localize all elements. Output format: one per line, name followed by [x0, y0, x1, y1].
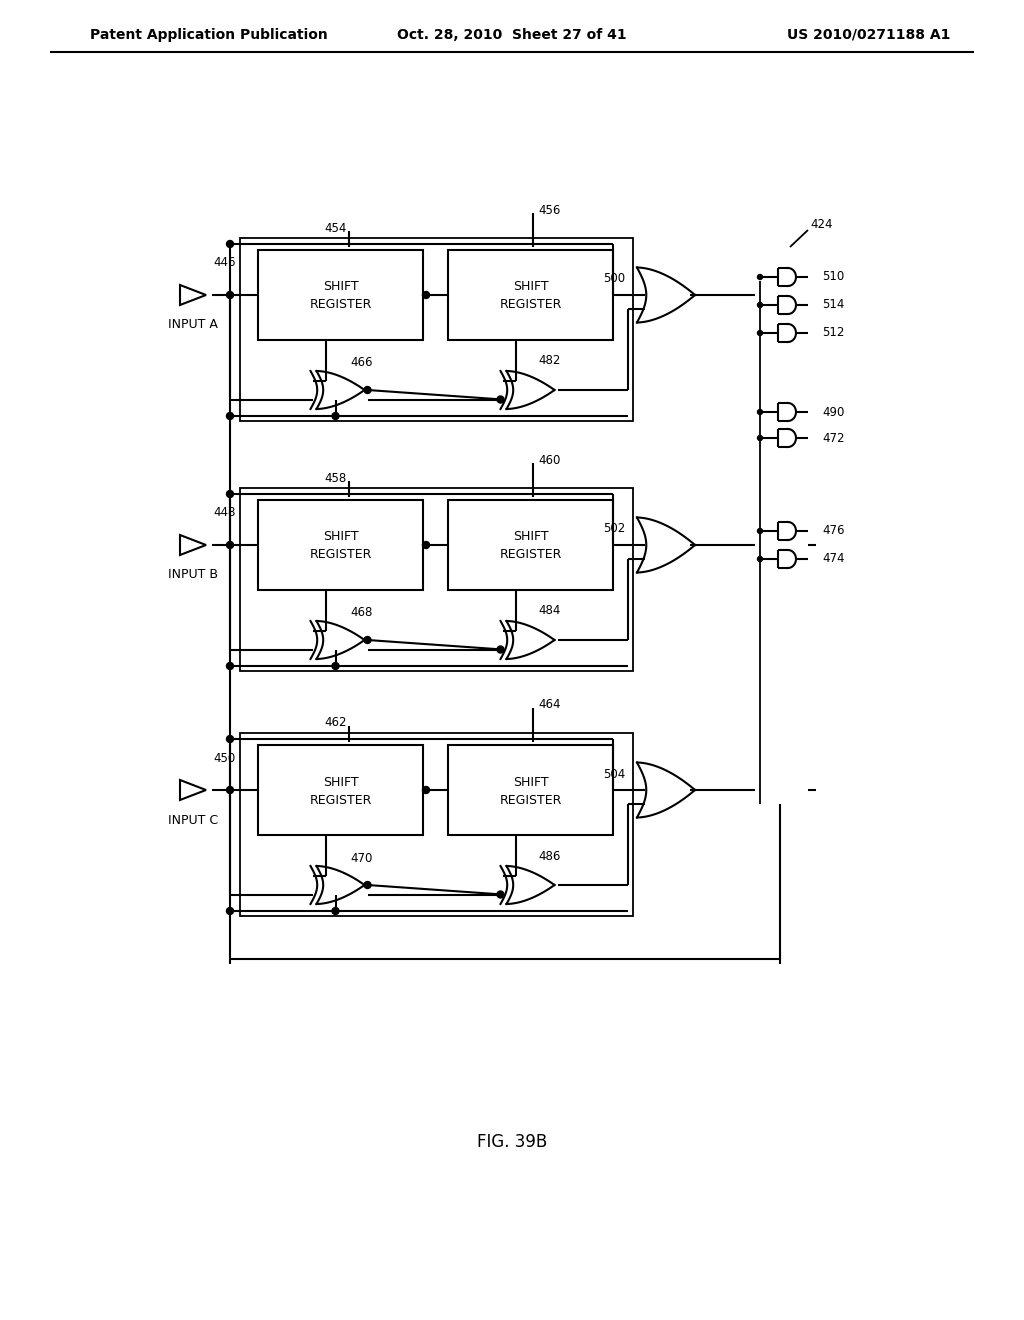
Circle shape	[226, 541, 233, 549]
Text: INPUT B: INPUT B	[168, 569, 218, 582]
Text: 490: 490	[822, 405, 845, 418]
Circle shape	[332, 412, 339, 420]
Circle shape	[226, 663, 233, 669]
Text: SHIFT: SHIFT	[513, 531, 548, 544]
Text: 514: 514	[822, 298, 845, 312]
Circle shape	[226, 787, 233, 793]
Circle shape	[497, 891, 504, 898]
Text: 486: 486	[539, 850, 561, 862]
Text: INPUT A: INPUT A	[168, 318, 218, 331]
Circle shape	[364, 636, 371, 644]
Text: REGISTER: REGISTER	[500, 793, 562, 807]
Bar	[258, 500, 423, 590]
Text: 460: 460	[539, 454, 561, 466]
Text: 510: 510	[822, 271, 844, 284]
Bar	[449, 249, 613, 341]
Bar	[240, 488, 633, 671]
Text: 448: 448	[213, 507, 236, 520]
Bar	[240, 238, 633, 421]
Circle shape	[332, 663, 339, 669]
Text: 468: 468	[350, 606, 373, 619]
Text: 466: 466	[350, 356, 373, 370]
Circle shape	[758, 409, 763, 414]
Text: 504: 504	[603, 767, 625, 780]
Text: 500: 500	[603, 272, 625, 285]
Circle shape	[423, 292, 429, 298]
Bar	[449, 744, 613, 836]
Bar	[258, 744, 423, 836]
Text: 470: 470	[350, 851, 373, 865]
Text: 464: 464	[539, 698, 561, 711]
Text: SHIFT: SHIFT	[323, 531, 358, 544]
Text: 454: 454	[325, 222, 347, 235]
Text: REGISTER: REGISTER	[309, 793, 372, 807]
Text: 502: 502	[603, 523, 625, 536]
Text: 458: 458	[325, 471, 347, 484]
Text: 472: 472	[822, 432, 845, 445]
Text: REGISTER: REGISTER	[500, 298, 562, 312]
Text: SHIFT: SHIFT	[513, 776, 548, 788]
Circle shape	[497, 645, 504, 653]
Text: 456: 456	[539, 203, 561, 216]
Text: REGISTER: REGISTER	[309, 298, 372, 312]
Circle shape	[758, 436, 763, 441]
Text: SHIFT: SHIFT	[323, 281, 358, 293]
Text: 512: 512	[822, 326, 845, 339]
Circle shape	[364, 882, 371, 888]
Text: SHIFT: SHIFT	[323, 776, 358, 788]
Circle shape	[758, 528, 763, 533]
Circle shape	[758, 557, 763, 561]
Circle shape	[758, 302, 763, 308]
Text: US 2010/0271188 A1: US 2010/0271188 A1	[786, 28, 950, 42]
Text: 474: 474	[822, 553, 845, 565]
Circle shape	[758, 330, 763, 335]
Circle shape	[226, 240, 233, 248]
Text: 482: 482	[539, 355, 561, 367]
Circle shape	[226, 735, 233, 742]
Circle shape	[758, 275, 763, 280]
Text: Patent Application Publication: Patent Application Publication	[90, 28, 328, 42]
Text: 462: 462	[325, 717, 347, 730]
Text: REGISTER: REGISTER	[500, 549, 562, 561]
Bar	[258, 249, 423, 341]
Circle shape	[423, 541, 429, 549]
Circle shape	[332, 908, 339, 915]
Circle shape	[226, 908, 233, 915]
Text: 446: 446	[213, 256, 236, 269]
Circle shape	[423, 787, 429, 793]
Circle shape	[226, 292, 233, 298]
Text: 476: 476	[822, 524, 845, 537]
Circle shape	[364, 387, 371, 393]
Text: FIG. 39B: FIG. 39B	[477, 1133, 547, 1151]
Text: 484: 484	[539, 605, 561, 618]
Text: 450: 450	[213, 751, 236, 764]
Bar	[449, 500, 613, 590]
Text: Oct. 28, 2010  Sheet 27 of 41: Oct. 28, 2010 Sheet 27 of 41	[397, 28, 627, 42]
Text: 424: 424	[810, 219, 833, 231]
Circle shape	[226, 412, 233, 420]
Bar	[240, 733, 633, 916]
Circle shape	[497, 396, 504, 403]
Text: SHIFT: SHIFT	[513, 281, 548, 293]
Text: INPUT C: INPUT C	[168, 813, 218, 826]
Text: REGISTER: REGISTER	[309, 549, 372, 561]
Circle shape	[226, 491, 233, 498]
